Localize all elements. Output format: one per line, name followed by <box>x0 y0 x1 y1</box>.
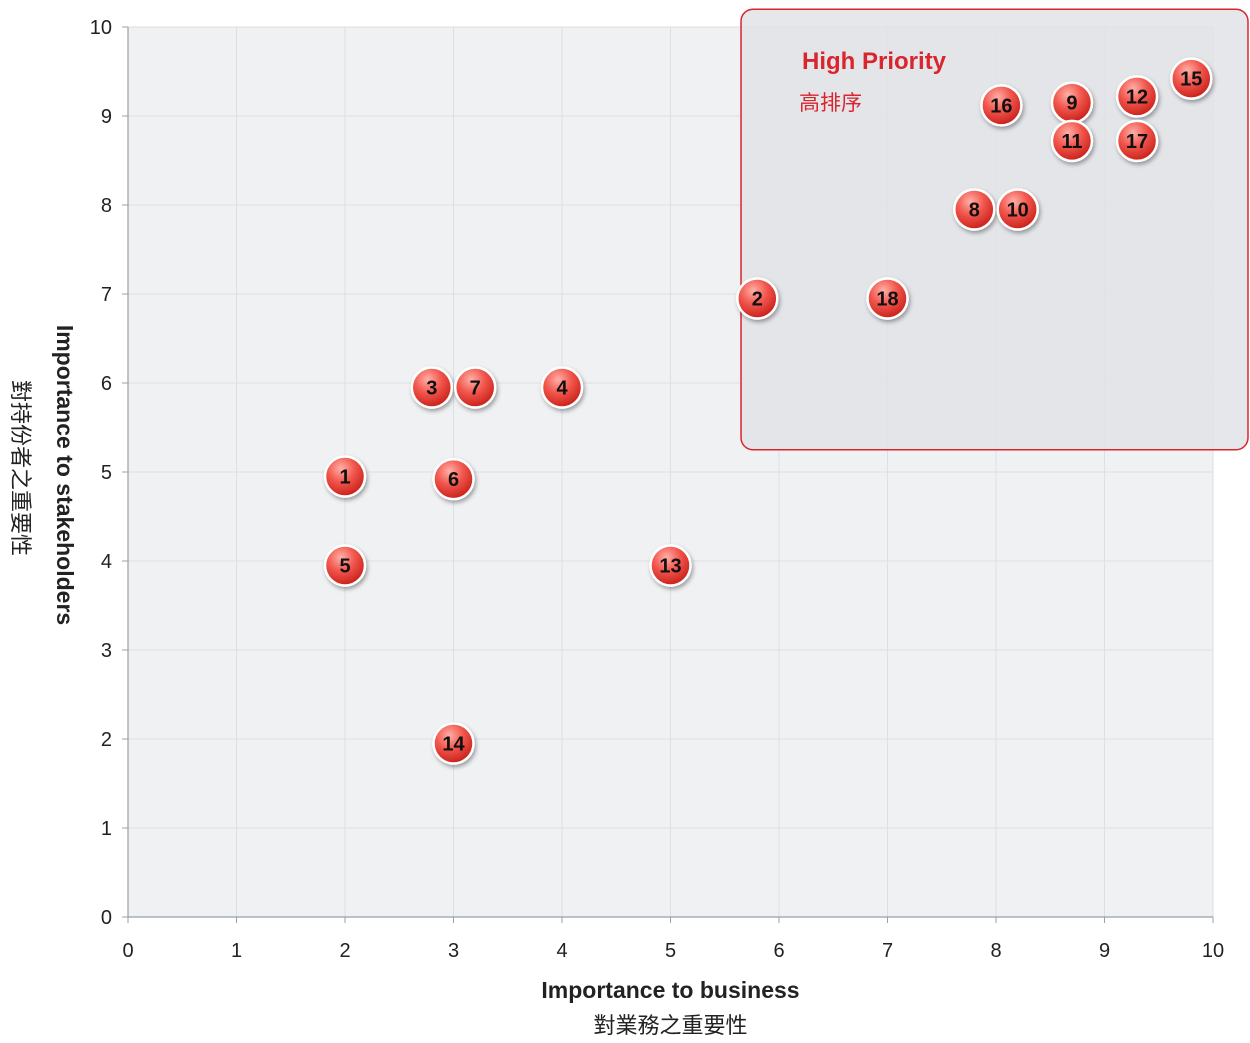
point-label: 10 <box>1007 199 1029 221</box>
point-marker <box>736 277 779 320</box>
point-label: 3 <box>426 377 437 399</box>
data-point: 7 <box>453 366 497 409</box>
point-marker <box>1115 119 1159 163</box>
data-point: 15 <box>1170 57 1213 100</box>
data-point: 16 <box>980 84 1023 127</box>
data-point: 9 <box>1050 81 1094 124</box>
point-label: 1 <box>339 466 350 488</box>
y-tick-label: 1 <box>101 818 112 840</box>
point-marker <box>996 188 1039 231</box>
point-label: 12 <box>1126 86 1148 108</box>
point-label: 16 <box>990 95 1012 117</box>
x-tick-label: 2 <box>339 940 350 962</box>
y-tick-label: 5 <box>101 462 112 484</box>
point-label: 7 <box>470 377 481 399</box>
point-label: 11 <box>1061 131 1082 153</box>
point-label: 5 <box>339 555 350 577</box>
point-marker <box>866 277 909 320</box>
data-point: 1 <box>323 455 367 498</box>
axes <box>122 26 1214 923</box>
x-tick-label: 5 <box>665 940 676 962</box>
point-marker <box>953 188 996 231</box>
y-tick-label: 9 <box>101 106 112 128</box>
x-axis-title: Importance to business <box>541 977 799 1003</box>
point-label: 18 <box>876 288 898 310</box>
x-tick-label: 4 <box>556 940 567 962</box>
point-marker <box>1170 57 1213 100</box>
region-title: High Priority <box>802 48 947 75</box>
x-tick-label: 9 <box>1099 940 1110 962</box>
point-label: 15 <box>1180 69 1202 91</box>
x-tick-label: 1 <box>231 940 242 962</box>
point-marker <box>410 366 454 409</box>
point-label: 6 <box>448 469 459 491</box>
data-point: 12 <box>1115 75 1159 118</box>
point-marker <box>323 455 367 498</box>
y-tick-label: 3 <box>101 640 112 662</box>
point-label: 13 <box>659 555 681 577</box>
x-axis-title-zh: 對業務之重要性 <box>593 1013 747 1038</box>
x-tick-label: 3 <box>448 940 459 962</box>
x-tick-label: 10 <box>1202 940 1224 962</box>
data-point: 5 <box>323 544 367 587</box>
y-tick-label: 8 <box>101 195 112 217</box>
data-point: 13 <box>649 544 692 587</box>
y-tick-label: 2 <box>101 729 112 751</box>
point-label: 9 <box>1066 93 1077 115</box>
point-marker <box>432 722 475 765</box>
data-point: 14 <box>432 722 475 765</box>
high-priority-region <box>740 8 1249 451</box>
x-tick-label: 8 <box>990 940 1001 962</box>
point-marker <box>1050 119 1094 163</box>
data-point: 18 <box>866 277 909 320</box>
point-label: 17 <box>1126 131 1148 153</box>
point-marker <box>323 544 367 587</box>
y-axis-title: Importance to stakeholders <box>52 325 78 625</box>
y-tick-label: 0 <box>101 907 112 929</box>
point-label: 4 <box>556 377 568 399</box>
y-tick-label: 4 <box>101 551 112 573</box>
x-tick-label: 7 <box>882 940 893 962</box>
region-subtitle: 高排序 <box>799 92 862 115</box>
point-marker <box>980 84 1023 127</box>
y-axis-title-zh: 對持份者之重要性 <box>8 380 33 556</box>
point-label: 2 <box>752 288 763 310</box>
data-point: 11 <box>1050 119 1094 163</box>
point-marker <box>540 366 584 409</box>
point-label: 14 <box>442 733 465 755</box>
point-marker <box>649 544 692 587</box>
y-tick-label: 10 <box>90 17 112 39</box>
data-point: 4 <box>540 366 584 409</box>
x-tick-label: 6 <box>773 940 784 962</box>
point-marker <box>432 457 475 501</box>
data-point: 10 <box>996 188 1039 231</box>
data-point: 8 <box>953 188 996 231</box>
data-point: 17 <box>1115 119 1159 163</box>
x-tick-label: 0 <box>122 940 133 962</box>
data-point: 2 <box>736 277 779 320</box>
point-marker <box>453 366 497 409</box>
data-point: 3 <box>410 366 454 409</box>
point-marker <box>1115 75 1159 118</box>
data-point: 6 <box>432 457 475 501</box>
y-tick-label: 7 <box>101 284 112 306</box>
y-tick-label: 6 <box>101 373 112 395</box>
point-label: 8 <box>969 199 980 221</box>
